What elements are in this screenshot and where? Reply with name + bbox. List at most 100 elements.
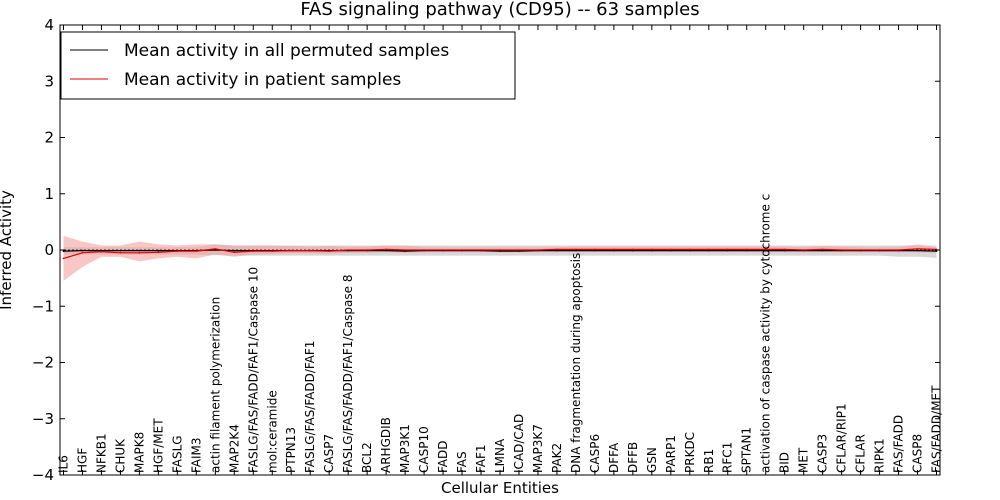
x-tick-label-17: ARHGDIB [379, 417, 393, 473]
x-tick-label-34: RB1 [702, 449, 716, 473]
point-series-0-35 [726, 249, 729, 252]
point-series-0-31 [651, 249, 653, 252]
point-series-1-29 [613, 248, 615, 251]
point-series-1-12 [290, 249, 293, 252]
y-tick-label-5: 1 [44, 185, 54, 203]
point-series-0-3 [119, 249, 122, 252]
x-tick-label-16: BCL2 [360, 442, 374, 473]
point-series-1-2 [100, 250, 103, 253]
legend-box [60, 31, 516, 100]
point-series-0-5 [157, 249, 160, 252]
point-series-1-45 [916, 248, 919, 250]
point-series-1-30 [632, 248, 634, 251]
x-tick-label-35: RFC1 [721, 442, 735, 473]
point-series-1-33 [689, 248, 691, 251]
point-series-1-39 [802, 249, 805, 251]
legend: Mean activity in all permuted samples Me… [60, 31, 516, 100]
point-series-1-21 [461, 249, 463, 251]
point-series-1-38 [783, 248, 786, 251]
x-tick-label-25: MAP3K7 [531, 424, 545, 473]
point-series-1-11 [271, 250, 274, 252]
point-series-1-34 [708, 248, 710, 251]
y-tick-label-4: 0 [44, 241, 54, 259]
x-tick-label-36: SPTAN1 [740, 427, 754, 473]
point-series-1-31 [651, 248, 653, 251]
point-series-1-40 [821, 248, 824, 251]
x-tick-label-29: DFFA [607, 442, 621, 473]
series-lines [62, 248, 938, 260]
point-series-0-46 [935, 250, 938, 252]
x-axis-label: Cellular Entities [441, 479, 559, 497]
x-tick-label-20: FADD [436, 441, 450, 474]
point-series-0-24 [518, 250, 520, 252]
point-series-1-41 [840, 249, 843, 251]
x-tick-label-10: FASLG/FAS/FADD/FAF1/Caspase 10 [246, 267, 260, 473]
point-series-0-0 [62, 250, 65, 252]
point-series-1-35 [726, 248, 729, 251]
chart-title: FAS signaling pathway (CD95) -- 63 sampl… [300, 0, 699, 20]
x-tick-label-30: DFFB [626, 442, 640, 473]
y-tick-label-7: 3 [44, 72, 54, 90]
x-tick-label-5: HGF/MET [151, 418, 165, 473]
point-series-0-8 [214, 249, 217, 251]
x-tick-label-33: PRKDC [683, 432, 697, 473]
point-series-1-19 [423, 249, 425, 251]
point-series-1-26 [556, 248, 558, 251]
point-series-1-16 [366, 249, 369, 251]
point-series-0-30 [632, 249, 634, 252]
point-series-1-23 [499, 249, 501, 251]
x-tick-label-46: FAS/FADD/MET [930, 385, 944, 473]
x-tick-label-15: FASLG/FAS/FADD/FAF1/Caspase 8 [341, 275, 355, 474]
x-tick-label-11: mol:ceramide [265, 390, 279, 473]
x-tick-label-14: CASP7 [322, 434, 336, 473]
point-series-0-38 [783, 249, 786, 252]
point-series-1-5 [157, 251, 160, 254]
point-series-0-18 [404, 250, 406, 252]
point-series-0-26 [556, 249, 558, 252]
x-tick-label-8: actin filament polymerization [208, 297, 222, 473]
x-tick-label-21: FAS [455, 451, 469, 473]
point-series-0-40 [821, 249, 824, 252]
x-tick-label-27: DNA fragmentation during apoptosis [569, 253, 583, 473]
x-tick-label-19: CASP10 [417, 426, 431, 473]
point-series-1-8 [214, 248, 217, 250]
point-series-1-32 [670, 248, 672, 251]
y-tick-label-2: −2 [32, 354, 54, 372]
point-series-1-4 [138, 252, 141, 254]
point-series-1-22 [480, 249, 482, 251]
point-series-0-27 [575, 249, 577, 252]
x-tick-label-13: FASLG/FAS/FADD/FAF1 [303, 341, 317, 473]
point-series-0-17 [385, 249, 387, 252]
x-tick-label-44: FAS/FADD [892, 415, 906, 473]
x-tick-label-2: NFKB1 [95, 433, 109, 473]
x-tick-label-7: FAIM3 [189, 437, 203, 473]
point-series-0-9 [233, 249, 236, 252]
point-series-1-28 [594, 248, 596, 251]
y-tick-label-8: 4 [44, 16, 54, 34]
x-tick-label-9: MAP2K4 [227, 424, 241, 473]
legend-label-patient: Mean activity in patient samples [124, 70, 401, 90]
point-series-1-14 [328, 250, 331, 252]
x-tick-labels: IL6 HGF NFKB1 CHUK MAPK8 HGF/MET FASLG FAIM3 act… [57, 194, 944, 473]
point-series-0-1 [81, 249, 84, 252]
point-series-0-33 [689, 249, 691, 252]
point-series-1-1 [81, 252, 84, 254]
point-series-1-36 [745, 248, 748, 251]
x-tick-label-32: PARP1 [664, 435, 678, 473]
y-tick-label-1: −3 [32, 410, 54, 428]
point-series-1-9 [233, 251, 236, 254]
point-series-1-3 [119, 252, 122, 254]
point-series-0-37 [764, 249, 767, 252]
point-series-1-0 [62, 257, 65, 260]
x-tick-label-6: FASLG [170, 435, 184, 473]
point-series-1-13 [309, 249, 312, 252]
point-series-1-44 [897, 249, 900, 251]
x-tick-label-24: ICAD/CAD [512, 414, 526, 473]
point-series-0-2 [100, 249, 103, 252]
point-series-1-24 [518, 249, 520, 251]
point-series-1-10 [252, 250, 255, 252]
y-tick-label-0: −4 [32, 466, 54, 484]
y-tick-labels: −4 −3 −2 −1 0 1 2 3 4 [32, 16, 54, 484]
point-series-1-43 [878, 249, 881, 251]
point-series-0-45 [916, 249, 919, 252]
